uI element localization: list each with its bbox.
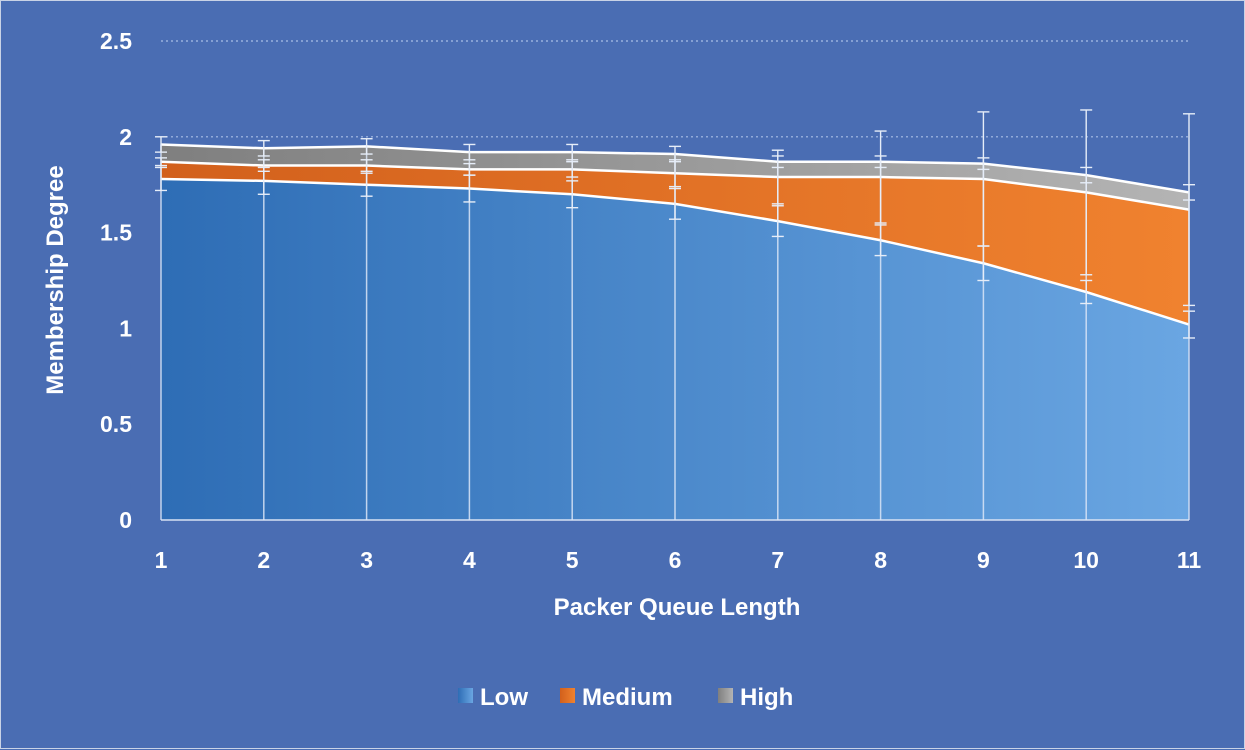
error-bar-medium-2 [257, 159, 270, 172]
legend-label: Medium [582, 684, 673, 711]
legend-label: Low [480, 684, 528, 711]
error-bar-high-4 [463, 143, 476, 161]
legend: Low Medium High [458, 684, 793, 711]
y-axis-title: Membership Degree [42, 165, 69, 394]
error-bar-high-1 [155, 136, 167, 153]
error-bar-medium-4 [463, 162, 476, 176]
error-bar-low-10 [1080, 279, 1093, 305]
error-bar-medium-5 [566, 161, 579, 178]
error-bar-low-11 [1183, 310, 1195, 339]
x-tick-label: 9 [977, 547, 990, 573]
y-tick-label: 2 [119, 124, 132, 150]
error-bar-high-10 [1080, 166, 1093, 184]
error-bar-medium-8 [874, 130, 887, 224]
error-bar-high-2 [257, 139, 270, 157]
x-tick-label: 5 [566, 547, 579, 573]
y-axis-ticks: 0 0.5 1 1.5 2 2.5 [100, 28, 132, 533]
legend-item-low: Low [458, 684, 528, 711]
error-bar-high-7 [771, 155, 784, 169]
error-bar-high-9 [977, 157, 990, 171]
category-lines [160, 144, 1190, 520]
legend-swatch [458, 688, 473, 703]
y-tick-label: 1.5 [100, 220, 132, 246]
legend-label: High [740, 684, 793, 711]
error-bar-medium-1 [155, 157, 167, 167]
error-bar-high-11 [1183, 183, 1195, 201]
error-bar-medium-9 [977, 111, 990, 247]
x-tick-label: 10 [1073, 547, 1099, 573]
error-bars [155, 109, 1195, 339]
error-bar-low-3 [360, 172, 373, 197]
error-bar-high-3 [360, 138, 373, 155]
error-bar-low-7 [771, 205, 784, 238]
error-bar-medium-3 [360, 159, 373, 172]
area-high [161, 144, 1189, 210]
x-tick-label: 2 [257, 547, 270, 573]
x-axis-ticks: 1 2 3 4 5 6 7 8 9 10 11 [155, 547, 1202, 573]
error-bar-high-6 [669, 145, 681, 163]
x-tick-label: 6 [669, 547, 682, 573]
x-tick-label: 7 [771, 547, 784, 573]
error-bar-medium-11 [1183, 113, 1195, 307]
area-medium [161, 161, 1189, 325]
y-tick-label: 1 [119, 315, 132, 341]
x-tick-label: 11 [1177, 547, 1202, 573]
error-bar-low-6 [669, 187, 681, 220]
legend-item-high: High [718, 684, 793, 711]
error-bar-low-5 [566, 180, 579, 209]
legend-swatch [718, 688, 733, 703]
error-bar-low-1 [155, 166, 167, 192]
legend-swatch [560, 688, 575, 703]
error-bar-high-8 [874, 155, 887, 169]
legend-item-medium: Medium [560, 684, 673, 711]
error-bar-low-8 [874, 224, 887, 257]
error-bar-medium-10 [1080, 109, 1093, 276]
x-tick-label: 3 [360, 547, 373, 573]
x-axis-title: Packer Queue Length [554, 594, 801, 621]
x-tick-label: 8 [874, 547, 887, 573]
y-tick-label: 2.5 [100, 28, 132, 54]
y-tick-label: 0.5 [100, 411, 132, 437]
x-tick-label: 1 [155, 547, 168, 573]
error-bar-high-5 [566, 143, 579, 161]
y-tick-label: 0 [119, 507, 132, 533]
x-tick-label: 4 [463, 547, 476, 573]
